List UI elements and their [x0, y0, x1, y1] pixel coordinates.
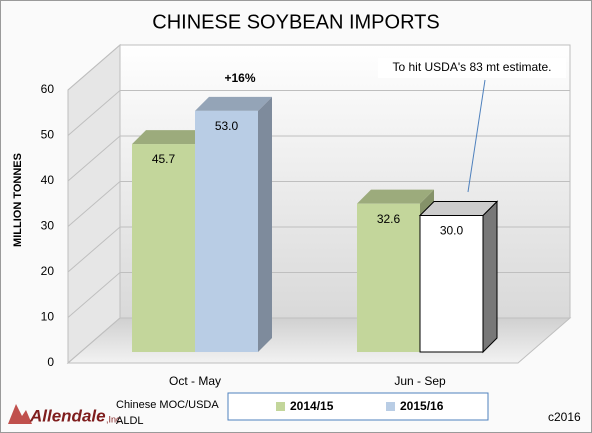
bar-top [132, 130, 209, 145]
y-tick-label: 30 [41, 219, 55, 233]
grid-line [67, 135, 570, 182]
copyright: c2016 [548, 410, 581, 424]
value-label: 32.6 [377, 212, 401, 226]
grid-line [67, 90, 570, 136]
logo: Allendale ,Inc. [8, 404, 123, 425]
x-tick-label: Oct - May [169, 374, 221, 388]
legend-label: 2014/15 [290, 399, 334, 413]
bar-side [258, 96, 272, 352]
bar-top [195, 96, 272, 111]
x-tick-label: Jun - Sep [394, 374, 446, 388]
logo-suffix: ,Inc. [106, 414, 123, 424]
y-tick-label: 60 [41, 82, 55, 96]
bar [132, 144, 195, 352]
logo-name: Allendale [29, 406, 106, 425]
legend-swatch [276, 402, 285, 411]
bar-top [418, 201, 499, 216]
annotation-box [378, 58, 566, 78]
bar-top [357, 189, 434, 204]
y-tick-label: 0 [47, 355, 54, 369]
logo-icon [8, 404, 32, 424]
source: ALDL [116, 415, 144, 427]
chart-title: CHINESE SOYBEAN IMPORTS [152, 11, 439, 33]
value-label: 30.0 [440, 224, 464, 238]
legend-swatch [386, 402, 395, 411]
value-label: 45.7 [152, 152, 176, 166]
y-tick-label: 50 [41, 128, 55, 142]
grid-line [67, 181, 570, 227]
y-tick-label: 40 [41, 173, 55, 187]
bar [195, 110, 258, 352]
y-axis-label: MILLION TONNES [12, 153, 24, 247]
y-tick-label: 10 [41, 310, 55, 324]
annotation: To hit USDA's 83 mt estimate. [392, 60, 551, 74]
annotation: +16% [224, 71, 255, 85]
value-label: 53.0 [215, 119, 239, 133]
bar [419, 215, 484, 353]
grid-line [67, 44, 570, 91]
legend-label: 2015/16 [400, 399, 444, 413]
bar-side [482, 200, 498, 354]
bar [357, 203, 420, 352]
annotation-line [467, 79, 486, 193]
y-tick-label: 20 [41, 264, 55, 278]
source: Chinese MOC/USDA [116, 399, 219, 411]
legend-box [227, 392, 489, 421]
